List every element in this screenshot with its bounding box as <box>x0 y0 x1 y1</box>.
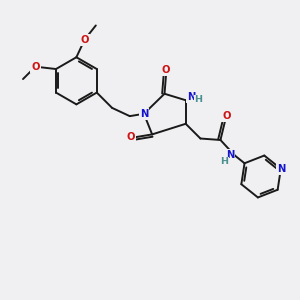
Text: N: N <box>140 109 148 119</box>
Text: N: N <box>226 150 234 160</box>
Text: N: N <box>277 164 285 174</box>
Text: O: O <box>127 132 135 142</box>
Text: H: H <box>220 157 228 166</box>
Text: O: O <box>31 62 40 72</box>
Text: H: H <box>194 95 202 104</box>
Text: N: N <box>187 92 195 102</box>
Text: O: O <box>80 34 89 45</box>
Text: O: O <box>162 64 170 75</box>
Text: O: O <box>222 111 231 121</box>
